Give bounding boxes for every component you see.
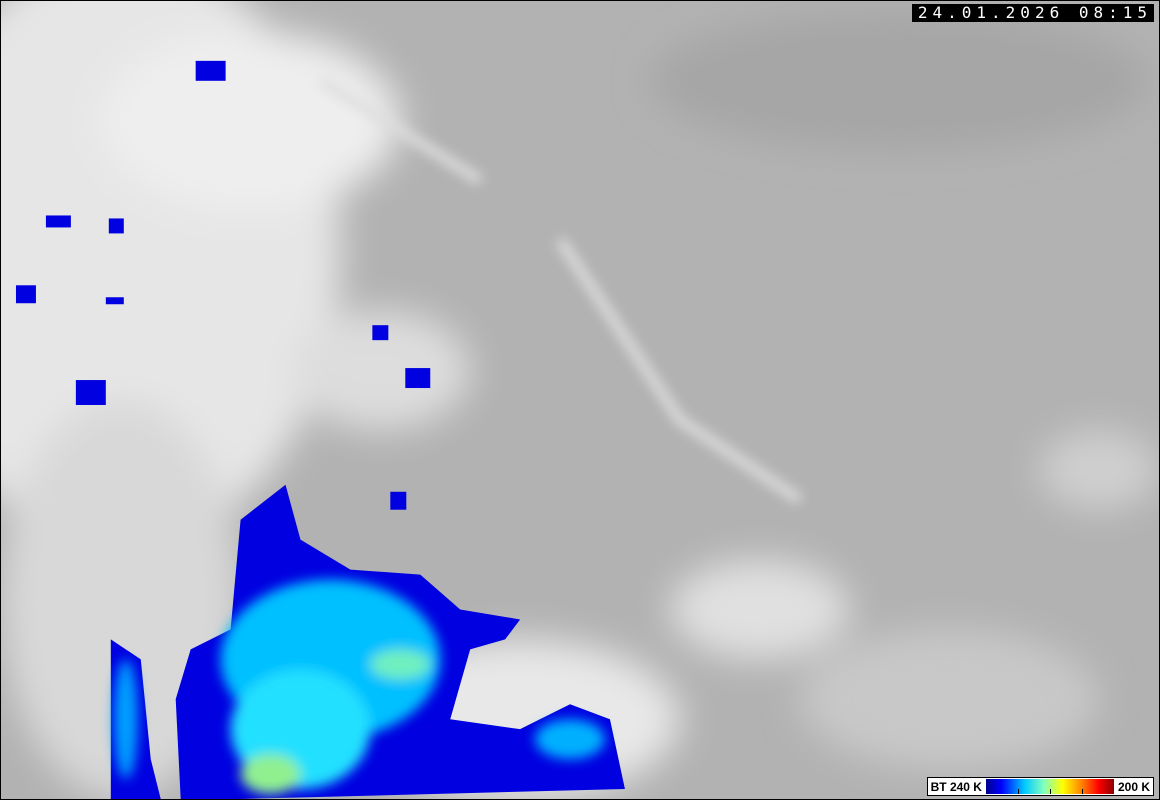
colder-cloud-core <box>113 579 605 795</box>
legend-right-label: 200 K <box>1117 779 1150 794</box>
color-scale-bar <box>985 779 1114 794</box>
timestamp: 24.01.2026 08:15 <box>911 4 1154 22</box>
color-scale-legend: BT 240 K 200 K <box>926 777 1154 796</box>
legend-left-label: BT 240 K <box>930 779 982 794</box>
